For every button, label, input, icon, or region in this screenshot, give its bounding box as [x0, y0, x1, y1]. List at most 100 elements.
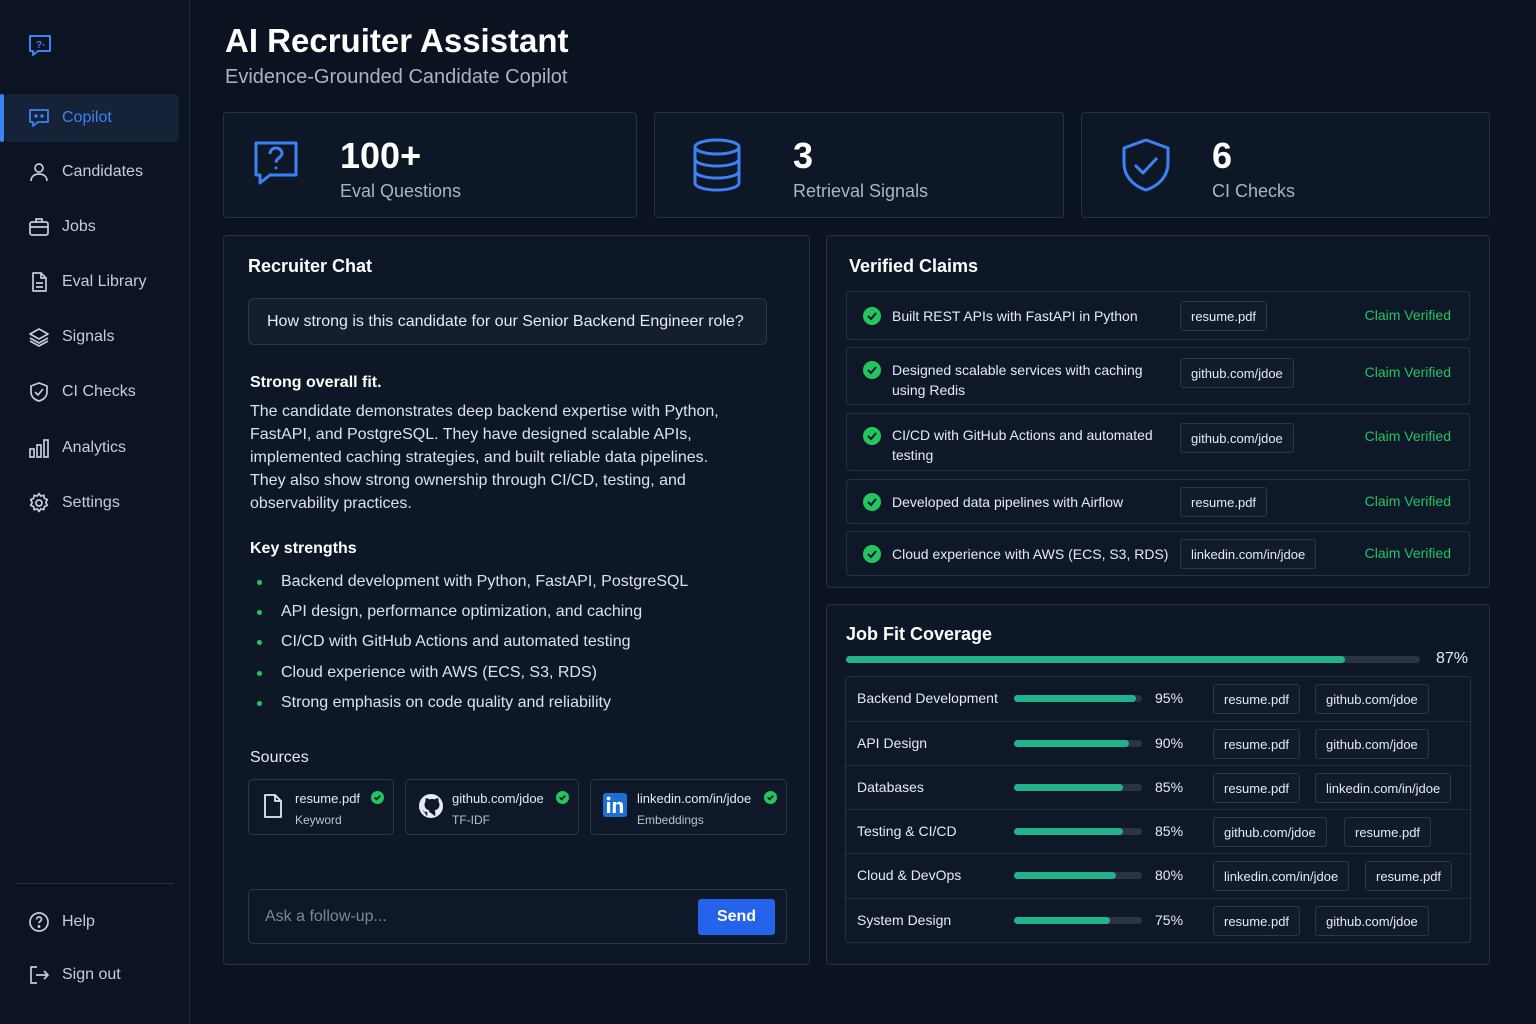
sidebar-item-signals[interactable]: Signals — [4, 313, 179, 361]
fit-source-chip[interactable]: resume.pdf — [1213, 773, 1301, 803]
database-icon — [693, 138, 741, 192]
user-question-bubble: How strong is this candidate for our Sen… — [248, 298, 767, 345]
claim-status: Claim Verified — [1364, 545, 1451, 561]
file-icon — [264, 794, 282, 818]
bullet — [257, 639, 262, 645]
sidebar-item-label: Eval Library — [62, 273, 147, 290]
source-type: Keyword — [295, 813, 342, 827]
fit-source-chip[interactable]: github.com/jdoe — [1315, 729, 1429, 759]
check-circle-icon — [863, 493, 881, 511]
check-circle-icon — [863, 427, 881, 445]
claim-row[interactable]: CI/CD with GitHub Actions and automated … — [846, 413, 1470, 471]
claim-source-chip[interactable]: resume.pdf — [1180, 301, 1268, 331]
gear-icon — [29, 492, 49, 513]
source-card-github[interactable]: github.com/jdoe TF-IDF — [405, 779, 579, 835]
fit-row[interactable]: Databases 85% resume.pdf linkedin.com/in… — [846, 765, 1470, 809]
fit-progress-fill — [1014, 695, 1136, 702]
claim-text: CI/CD with GitHub Actions and automated … — [892, 427, 1153, 463]
claim-source-chip[interactable]: github.com/jdoe — [1180, 423, 1294, 453]
fit-source-chip[interactable]: linkedin.com/in/jdoe — [1315, 773, 1452, 803]
github-icon — [419, 794, 443, 818]
sidebar-item-jobs[interactable]: Jobs — [4, 203, 179, 251]
claim-source-chip[interactable]: github.com/jdoe — [1180, 358, 1294, 388]
shield-check-icon — [1122, 138, 1170, 192]
bullet — [257, 700, 262, 706]
sidebar-item-label: CI Checks — [62, 383, 136, 400]
fit-source-chip[interactable]: resume.pdf — [1213, 684, 1301, 714]
source-name: github.com/jdoe — [452, 791, 544, 806]
sidebar-item-sign-out[interactable]: Sign out — [4, 951, 179, 999]
sidebar-item-copilot[interactable]: Copilot — [0, 94, 179, 142]
check-circle-icon — [371, 791, 384, 804]
fit-source-chip[interactable]: resume.pdf — [1344, 817, 1432, 847]
claim-row[interactable]: Designed scalable services with caching … — [846, 347, 1470, 405]
fit-source-chip[interactable]: resume.pdf — [1213, 729, 1301, 759]
fit-progress-fill — [1014, 872, 1117, 879]
sidebar-item-analytics[interactable]: Analytics — [4, 424, 179, 472]
claim-row[interactable]: Developed data pipelines with Airflow re… — [846, 479, 1470, 524]
sidebar-item-candidates[interactable]: Candidates — [4, 148, 179, 196]
source-card-linkedin[interactable]: linkedin.com/in/jdoe Embeddings — [590, 779, 787, 835]
fit-progress-fill — [1014, 828, 1123, 835]
claim-status: Claim Verified — [1364, 307, 1451, 323]
claim-source-chip[interactable]: linkedin.com/in/jdoe — [1180, 539, 1317, 569]
check-circle-icon — [764, 791, 777, 804]
source-card-resume[interactable]: resume.pdf Keyword — [248, 779, 394, 835]
claim-status: Claim Verified — [1364, 428, 1451, 444]
stat-card-ci-checks: 6 CI Checks — [1081, 112, 1490, 218]
fit-row[interactable]: System Design 75% resume.pdf github.com/… — [846, 898, 1470, 942]
claim-source-chip[interactable]: resume.pdf — [1180, 487, 1268, 517]
claim-row[interactable]: Built REST APIs with FastAPI in Python r… — [846, 291, 1470, 340]
fit-source-chip[interactable]: resume.pdf — [1213, 906, 1301, 936]
fit-progress-fill — [1014, 917, 1110, 924]
fit-source-chip[interactable]: github.com/jdoe — [1213, 817, 1327, 847]
fit-progress-bar — [1014, 828, 1142, 835]
user-icon — [30, 163, 48, 182]
panel-title: Verified Claims — [849, 256, 979, 276]
fit-percent: 85% — [1155, 823, 1184, 839]
fit-percent: 95% — [1155, 690, 1184, 706]
stat-value: 3 — [793, 135, 814, 176]
overall-percent: 87% — [1436, 650, 1469, 667]
send-button[interactable]: Send — [698, 899, 775, 935]
source-type: Embeddings — [637, 813, 704, 827]
sidebar-item-help[interactable]: Help — [4, 898, 179, 946]
fit-row[interactable]: API Design 90% resume.pdf github.com/jdo… — [846, 721, 1470, 765]
follow-up-input[interactable] — [265, 904, 685, 930]
fit-skill-name: System Design — [857, 912, 952, 928]
help-icon — [29, 912, 49, 932]
app-logo-icon[interactable]: ?· — [26, 32, 54, 60]
bullet — [257, 670, 262, 676]
strength-text: Cloud experience with AWS (ECS, S3, RDS) — [281, 664, 597, 681]
sidebar-item-settings[interactable]: Settings — [4, 479, 179, 527]
job-fit-table: Backend Development 95% resume.pdf githu… — [845, 676, 1471, 943]
fit-percent: 85% — [1155, 779, 1184, 795]
strength-item: Backend development with Python, FastAPI… — [257, 573, 688, 591]
fit-row[interactable]: Testing & CI/CD 85% github.com/jdoe resu… — [846, 809, 1470, 853]
recruiter-chat-panel: Recruiter Chat — [223, 235, 810, 965]
claim-status: Claim Verified — [1364, 493, 1451, 509]
bar-chart-icon — [29, 439, 49, 458]
sidebar-item-eval-library[interactable]: Eval Library — [4, 258, 179, 306]
strength-text: Backend development with Python, FastAPI… — [281, 573, 689, 590]
sidebar-divider — [16, 883, 174, 884]
fit-source-chip[interactable]: linkedin.com/in/jdoe — [1213, 861, 1350, 891]
stat-value: 100+ — [340, 135, 422, 176]
answer-heading: Strong overall fit. — [250, 374, 382, 391]
fit-source-chip[interactable]: github.com/jdoe — [1315, 684, 1429, 714]
sidebar-item-ci-checks[interactable]: CI Checks — [4, 368, 179, 416]
fit-skill-name: Testing & CI/CD — [857, 823, 957, 839]
claim-row[interactable]: Cloud experience with AWS (ECS, S3, RDS)… — [846, 531, 1470, 576]
fit-source-chip[interactable]: resume.pdf — [1365, 861, 1453, 891]
source-name: linkedin.com/in/jdoe — [637, 791, 752, 806]
fit-source-chip[interactable]: github.com/jdoe — [1315, 906, 1429, 936]
stat-card-retrieval-signals: 3 Retrieval Signals — [654, 112, 1064, 218]
strength-item: CI/CD with GitHub Actions and automated … — [257, 633, 631, 651]
bullet — [257, 579, 262, 585]
fit-row[interactable]: Cloud & DevOps 80% linkedin.com/in/jdoe … — [846, 853, 1470, 897]
strength-text: Strong emphasis on code quality and reli… — [281, 694, 611, 711]
source-name: resume.pdf — [295, 791, 361, 806]
sign-out-label: Sign out — [62, 966, 121, 983]
claim-status: Claim Verified — [1364, 364, 1451, 380]
fit-row[interactable]: Backend Development 95% resume.pdf githu… — [846, 677, 1470, 721]
